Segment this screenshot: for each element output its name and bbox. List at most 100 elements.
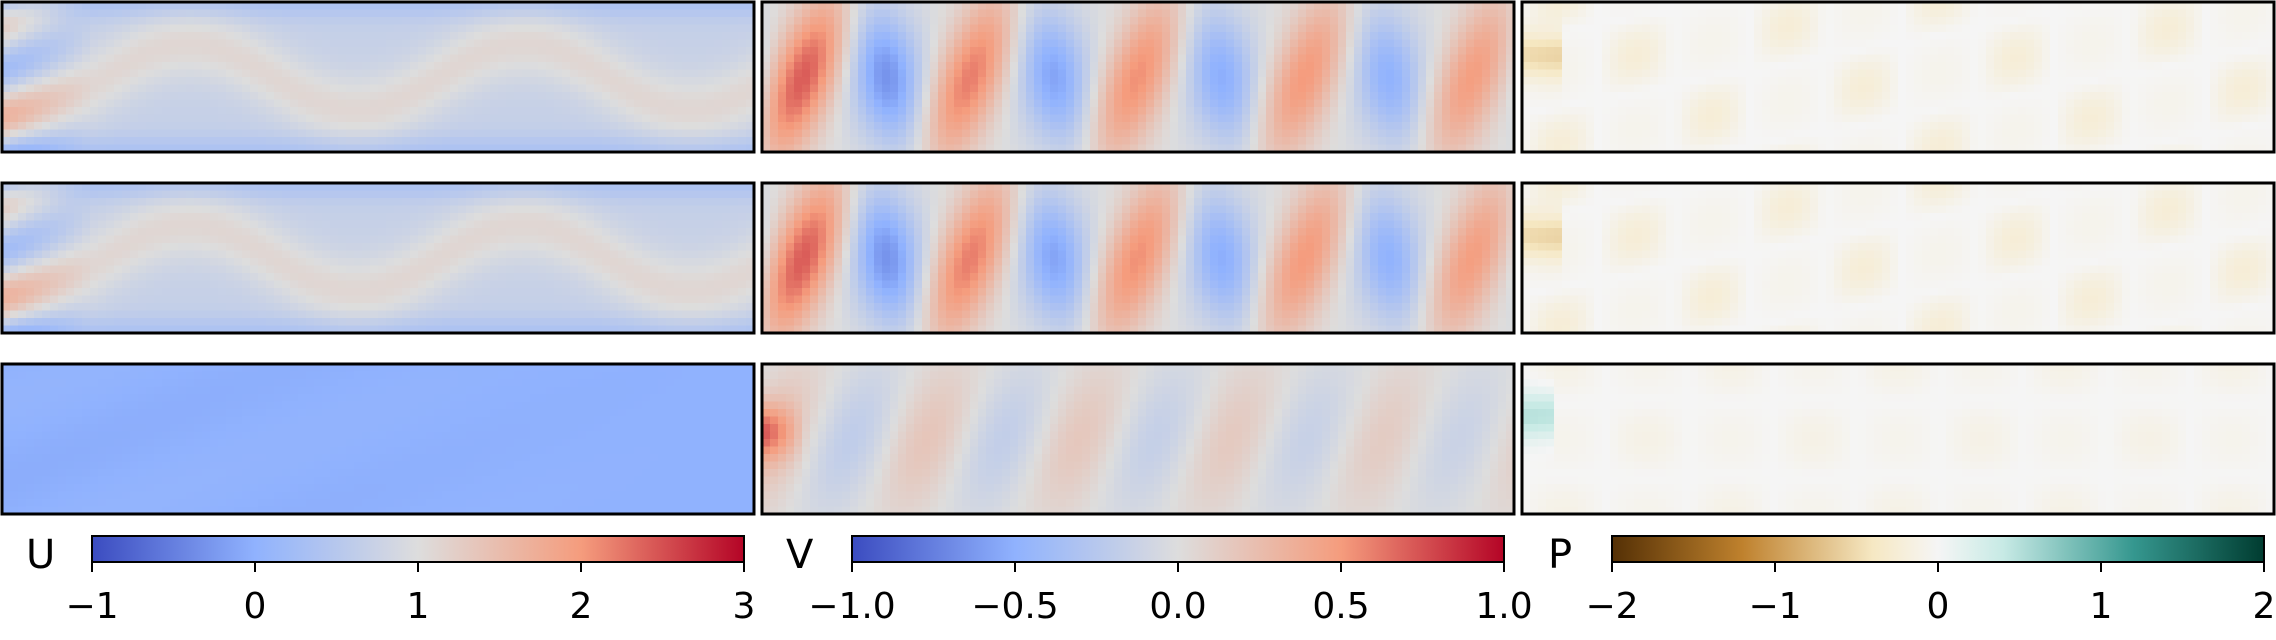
heatmap-cell — [130, 77, 139, 86]
heatmap-cell — [610, 288, 619, 297]
heatmap-cell — [738, 190, 747, 199]
heatmap-cell — [610, 92, 619, 101]
heatmap-cell — [666, 17, 675, 26]
heatmap-cell — [690, 2, 699, 11]
heatmap-cell — [186, 228, 195, 237]
heatmap-cell — [650, 32, 659, 41]
heatmap-cell — [314, 416, 323, 425]
heatmap-cell — [594, 325, 603, 334]
heatmap-cell — [42, 446, 51, 455]
heatmap-cell — [506, 295, 515, 304]
heatmap-cell — [74, 303, 83, 312]
heatmap-cell — [570, 84, 579, 93]
heatmap-cell — [546, 446, 555, 455]
heatmap-cell — [482, 310, 491, 319]
heatmap-cell — [554, 183, 563, 192]
heatmap-cell — [290, 24, 299, 33]
heatmap-cell — [482, 54, 491, 63]
heatmap-cell — [58, 62, 67, 71]
heatmap-cell — [650, 454, 659, 463]
heatmap-cell — [218, 416, 227, 425]
heatmap-cell — [658, 107, 667, 116]
heatmap-cell — [210, 114, 219, 123]
heatmap-cell — [274, 77, 283, 86]
heatmap-cell — [330, 92, 339, 101]
heatmap-cell — [218, 409, 227, 418]
heatmap-cell — [722, 273, 731, 282]
heatmap-cell — [562, 273, 571, 282]
heatmap-cell — [98, 228, 107, 237]
heatmap-cell — [42, 386, 51, 395]
heatmap-cell — [274, 265, 283, 274]
heatmap-cell — [602, 280, 611, 289]
heatmap-cell — [314, 250, 323, 259]
heatmap-cell — [106, 439, 115, 448]
heatmap-cell — [730, 243, 739, 252]
heatmap-cell — [346, 69, 355, 78]
heatmap-cell — [698, 303, 707, 312]
heatmap-cell — [186, 24, 195, 33]
heatmap-cell — [90, 137, 99, 146]
heatmap-cell — [210, 9, 219, 18]
heatmap-cell — [698, 235, 707, 244]
heatmap-cell — [178, 54, 187, 63]
heatmap-cell — [714, 265, 723, 274]
heatmap-cell — [66, 62, 75, 71]
heatmap-cell — [202, 198, 211, 207]
heatmap-cell — [234, 9, 243, 18]
heatmap-cell — [290, 439, 299, 448]
heatmap-cell — [746, 228, 755, 237]
heatmap-cell — [2, 205, 11, 214]
heatmap-cell — [522, 220, 531, 229]
heatmap-cell — [250, 394, 259, 403]
heatmap-cell — [34, 92, 43, 101]
heatmap-cell — [138, 288, 147, 297]
heatmap-cell — [426, 386, 435, 395]
heatmap-cell — [322, 69, 331, 78]
heatmap-cell — [34, 129, 43, 138]
heatmap-cell — [474, 386, 483, 395]
heatmap-cell — [410, 99, 419, 108]
heatmap-cell — [474, 401, 483, 410]
heatmap-cell — [130, 213, 139, 222]
heatmap-cell — [202, 280, 211, 289]
heatmap-cell — [698, 9, 707, 18]
heatmap-cell — [514, 114, 523, 123]
heatmap-cell — [226, 198, 235, 207]
heatmap-cell — [338, 47, 347, 56]
heatmap-cell — [658, 243, 667, 252]
heatmap-cell — [610, 325, 619, 334]
heatmap-cell — [338, 325, 347, 334]
heatmap-cell — [506, 2, 515, 11]
heatmap-cell — [562, 84, 571, 93]
heatmap-cell — [106, 62, 115, 71]
heatmap-cell — [378, 409, 387, 418]
heatmap-cell — [250, 424, 259, 433]
heatmap-cell — [442, 114, 451, 123]
heatmap-cell — [682, 273, 691, 282]
heatmap-cell — [282, 454, 291, 463]
heatmap-cell — [682, 69, 691, 78]
heatmap-cell — [490, 409, 499, 418]
heatmap-cell — [258, 379, 267, 388]
heatmap-cell — [322, 2, 331, 11]
heatmap-cell — [618, 446, 627, 455]
heatmap-cell — [18, 431, 27, 440]
heatmap-cell — [466, 99, 475, 108]
heatmap-cell — [490, 69, 499, 78]
heatmap-cell — [338, 62, 347, 71]
heatmap-cell — [354, 183, 363, 192]
heatmap-cell — [706, 280, 715, 289]
heatmap-cell — [186, 273, 195, 282]
heatmap-cell — [322, 431, 331, 440]
heatmap-cell — [370, 280, 379, 289]
heatmap-cell — [274, 190, 283, 199]
heatmap-cell — [170, 446, 179, 455]
heatmap-cell — [170, 416, 179, 425]
heatmap-cell — [170, 107, 179, 116]
heatmap-cell — [658, 401, 667, 410]
heatmap-cell — [586, 303, 595, 312]
heatmap-cell — [706, 137, 715, 146]
heatmap-cell — [66, 386, 75, 395]
heatmap-cell — [306, 273, 315, 282]
